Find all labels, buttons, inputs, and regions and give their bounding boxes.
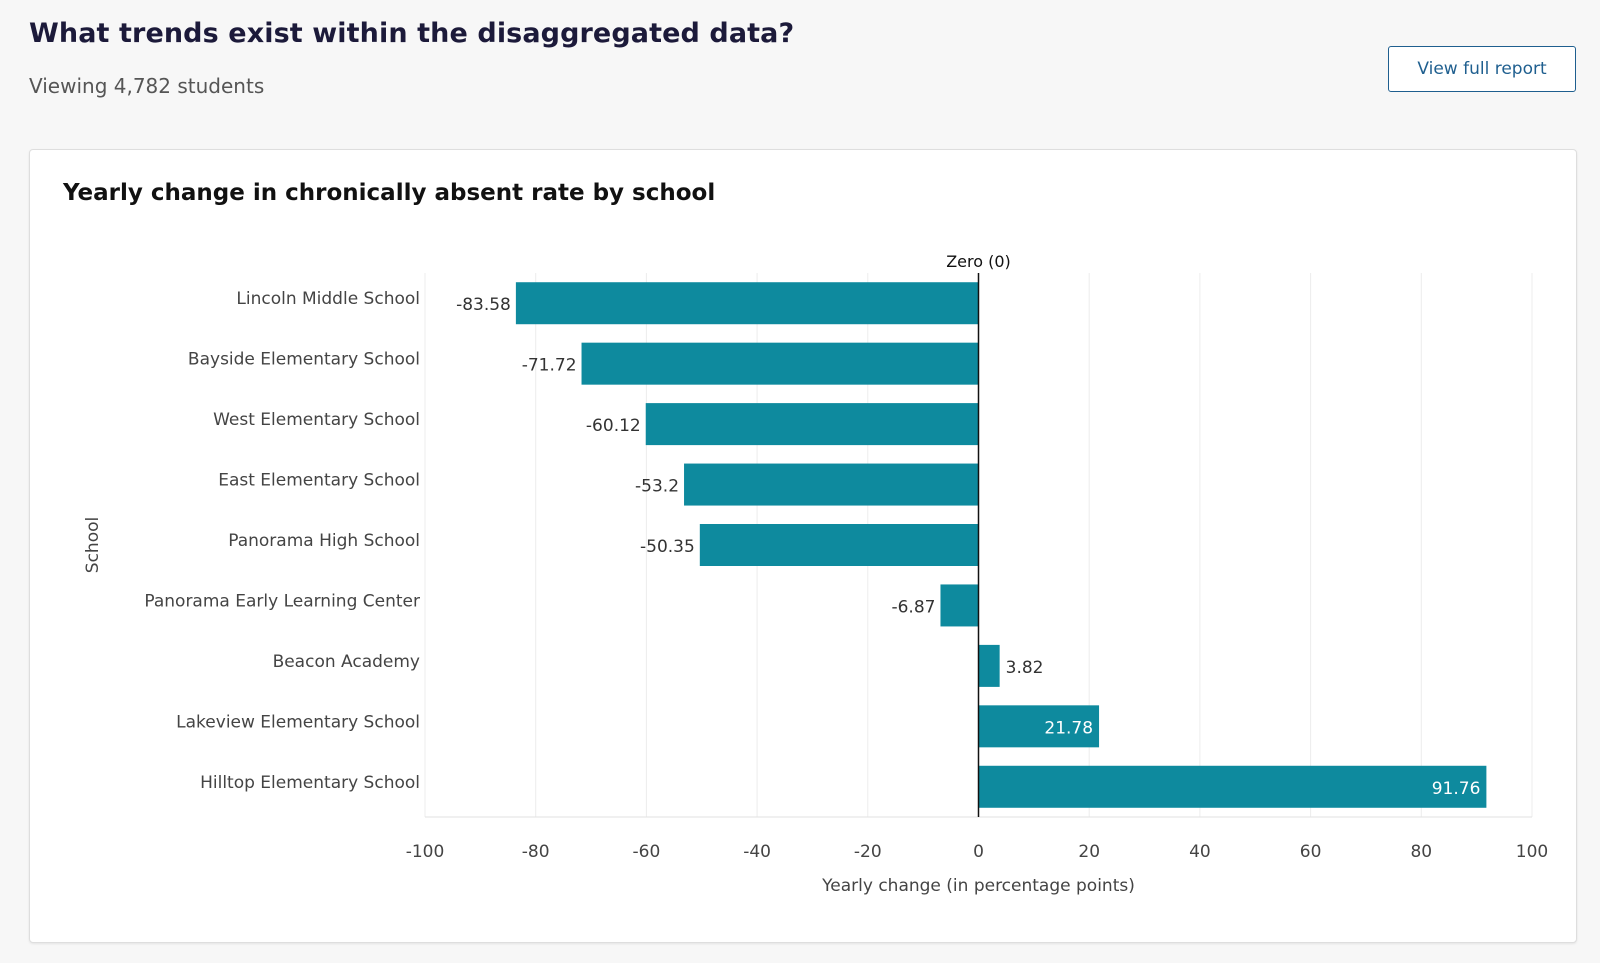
x-tick-label: 100 <box>1516 842 1548 862</box>
category-label: Panorama High School <box>228 531 420 551</box>
zero-reference-label: Zero (0) <box>946 252 1011 271</box>
bar <box>645 403 979 446</box>
x-tick-label: 60 <box>1300 842 1322 862</box>
y-axis-title: School <box>83 517 103 573</box>
bar <box>699 524 979 566</box>
x-tick-label: -60 <box>633 842 661 862</box>
bar <box>684 463 979 506</box>
page-title: What trends exist within the disaggregat… <box>29 18 795 49</box>
x-axis-title: Yearly change (in percentage points) <box>821 876 1135 896</box>
bar-value-label: -83.58 <box>456 295 511 315</box>
x-tick-label: -80 <box>522 842 550 862</box>
category-label: Lakeview Elementary School <box>176 712 420 732</box>
bar-value-label: -50.35 <box>640 537 695 557</box>
bar <box>978 644 1000 687</box>
bar-value-label: -71.72 <box>522 356 577 376</box>
bar <box>581 342 979 385</box>
bar-value-label: -6.87 <box>891 597 935 617</box>
bar <box>978 765 1487 808</box>
category-label: West Elementary School <box>213 410 420 430</box>
x-tick-label: 0 <box>973 842 984 862</box>
view-full-report-button[interactable]: View full report <box>1388 46 1576 92</box>
x-tick-label: 80 <box>1410 842 1432 862</box>
category-label: Lincoln Middle School <box>236 289 420 309</box>
bar-value-label: 21.78 <box>1044 718 1093 738</box>
x-tick-label: 40 <box>1189 842 1211 862</box>
chart-card: Yearly change in chronically absent rate… <box>29 149 1577 943</box>
chart-title: Yearly change in chronically absent rate… <box>63 180 716 206</box>
category-label: Beacon Academy <box>273 652 420 672</box>
bar-chart: -100 -80 -60 -40 -20 0 20 40 60 80 100 -83.58 Lincol… <box>83 252 1548 896</box>
bar-value-label: 3.82 <box>1006 658 1044 678</box>
x-tick-label: -40 <box>743 842 771 862</box>
bar <box>978 705 1100 748</box>
category-label: Panorama Early Learning Center <box>144 591 420 611</box>
bar-value-label: -53.2 <box>635 477 679 497</box>
category-label: Hilltop Elementary School <box>200 773 420 793</box>
student-count: Viewing 4,782 students <box>29 74 265 98</box>
bar-value-label: -60.12 <box>586 416 641 436</box>
bar-value-label: 91.76 <box>1432 779 1481 799</box>
x-tick-label: -100 <box>406 842 445 862</box>
x-tick-label: 20 <box>1078 842 1100 862</box>
x-tick-label: -20 <box>854 842 882 862</box>
bar <box>515 282 979 325</box>
category-label: Bayside Elementary School <box>188 350 420 370</box>
category-label: East Elementary School <box>218 471 420 491</box>
bar <box>940 584 979 627</box>
